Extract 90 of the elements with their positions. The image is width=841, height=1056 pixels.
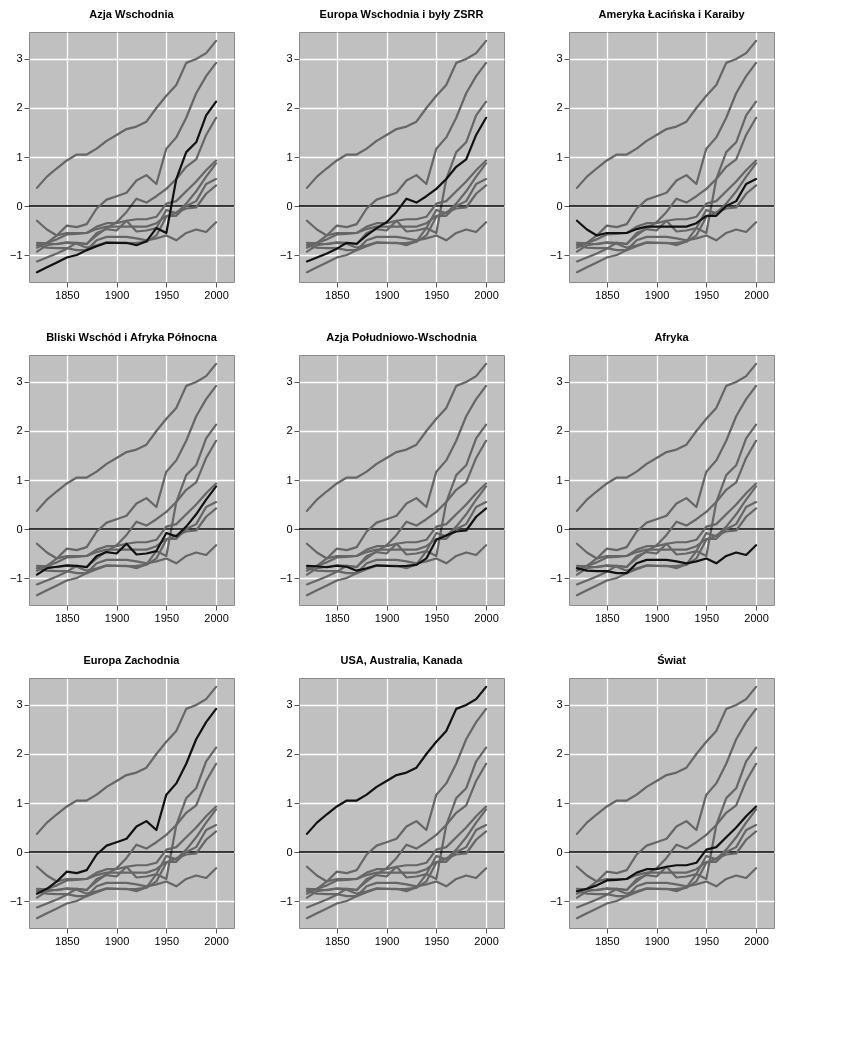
chart-title: USA, Australia, Kanada: [340, 654, 464, 666]
chart-title: Świat: [657, 654, 687, 666]
y-tick-label: 0: [16, 199, 23, 212]
x-tick-label: 2000: [474, 611, 499, 624]
y-tick-label: −1: [9, 571, 23, 584]
x-tick-label: 1850: [325, 288, 350, 301]
y-tick-label: 2: [286, 101, 293, 114]
y-tick-label: 3: [286, 375, 293, 388]
y-tick-label: 1: [556, 473, 563, 486]
x-tick-label: 2000: [474, 288, 499, 301]
y-tick-label: 1: [286, 150, 293, 163]
x-tick-label: 2000: [204, 288, 229, 301]
x-tick-label: 1850: [325, 934, 350, 947]
y-tick-label: 3: [556, 375, 563, 388]
y-tick-label: 3: [16, 698, 23, 711]
x-tick-label: 1950: [424, 288, 450, 301]
y-tick-label: 2: [556, 424, 563, 437]
x-tick-label: 1850: [55, 934, 80, 947]
x-tick-label: 1950: [154, 934, 180, 947]
chart-title: Azja Południowo-Wschodnia: [326, 331, 478, 343]
y-tick-label: 3: [556, 698, 563, 711]
y-tick-label: 0: [556, 845, 563, 858]
x-tick-label: 1950: [424, 611, 450, 624]
chart-title: Bliski Wschód i Afryka Północna: [46, 331, 218, 343]
x-tick-label: 1850: [55, 288, 80, 301]
x-tick-label: 1850: [595, 611, 620, 624]
y-tick-label: 3: [286, 698, 293, 711]
y-tick-label: −1: [549, 571, 563, 584]
y-tick-label: −1: [9, 248, 23, 261]
y-tick-label: 1: [556, 150, 563, 163]
y-tick-label: 1: [16, 796, 23, 809]
y-tick-label: −1: [549, 894, 563, 907]
y-tick-label: 1: [16, 150, 23, 163]
x-tick-label: 1900: [374, 288, 400, 301]
y-tick-label: 3: [556, 52, 563, 65]
x-tick-label: 1900: [104, 934, 130, 947]
x-tick-label: 1950: [154, 288, 180, 301]
x-tick-label: 1950: [694, 611, 720, 624]
chart-title: Europa Wschodnia i były ZSRR: [319, 8, 484, 20]
y-tick-label: 2: [556, 101, 563, 114]
chart-title: Afryka: [654, 331, 690, 343]
x-tick-label: 1850: [55, 611, 80, 624]
x-tick-label: 1900: [644, 934, 670, 947]
y-tick-label: 1: [16, 473, 23, 486]
y-tick-label: 1: [556, 796, 563, 809]
y-tick-label: −1: [9, 894, 23, 907]
x-tick-label: 1900: [374, 611, 400, 624]
chart-title: Ameryka Łacińska i Karaiby: [598, 8, 746, 20]
y-tick-label: −1: [279, 894, 293, 907]
y-tick-label: 3: [286, 52, 293, 65]
x-tick-label: 2000: [744, 288, 769, 301]
y-tick-label: 0: [286, 522, 293, 535]
x-tick-label: 2000: [204, 611, 229, 624]
y-tick-label: 0: [286, 845, 293, 858]
y-tick-label: 3: [16, 52, 23, 65]
y-tick-label: 3: [16, 375, 23, 388]
y-tick-label: 0: [556, 522, 563, 535]
x-tick-label: 1900: [374, 934, 400, 947]
x-tick-label: 1950: [424, 934, 450, 947]
x-tick-label: 2000: [744, 934, 769, 947]
x-tick-label: 1900: [104, 288, 130, 301]
y-tick-label: −1: [279, 248, 293, 261]
y-tick-label: 0: [286, 199, 293, 212]
chart-title: Europa Zachodnia: [83, 654, 181, 666]
x-tick-label: 1900: [104, 611, 130, 624]
x-tick-label: 1850: [595, 934, 620, 947]
y-tick-label: 1: [286, 796, 293, 809]
y-tick-label: 2: [556, 747, 563, 760]
y-tick-label: 2: [286, 747, 293, 760]
y-tick-label: 1: [286, 473, 293, 486]
y-tick-label: −1: [549, 248, 563, 261]
y-tick-label: 0: [556, 199, 563, 212]
y-tick-label: −1: [279, 571, 293, 584]
y-tick-label: 2: [16, 101, 23, 114]
x-tick-label: 1900: [644, 288, 670, 301]
x-tick-label: 2000: [204, 934, 229, 947]
y-tick-label: 2: [16, 424, 23, 437]
x-tick-label: 2000: [744, 611, 769, 624]
x-tick-label: 1900: [644, 611, 670, 624]
y-tick-label: 0: [16, 845, 23, 858]
chart-title: Azja Wschodnia: [89, 8, 175, 20]
x-tick-label: 1950: [694, 288, 720, 301]
x-tick-label: 2000: [474, 934, 499, 947]
y-tick-label: 0: [16, 522, 23, 535]
x-tick-label: 1850: [325, 611, 350, 624]
x-tick-label: 1850: [595, 288, 620, 301]
y-tick-label: 2: [286, 424, 293, 437]
x-tick-label: 1950: [694, 934, 720, 947]
x-tick-label: 1950: [154, 611, 180, 624]
y-tick-label: 2: [16, 747, 23, 760]
